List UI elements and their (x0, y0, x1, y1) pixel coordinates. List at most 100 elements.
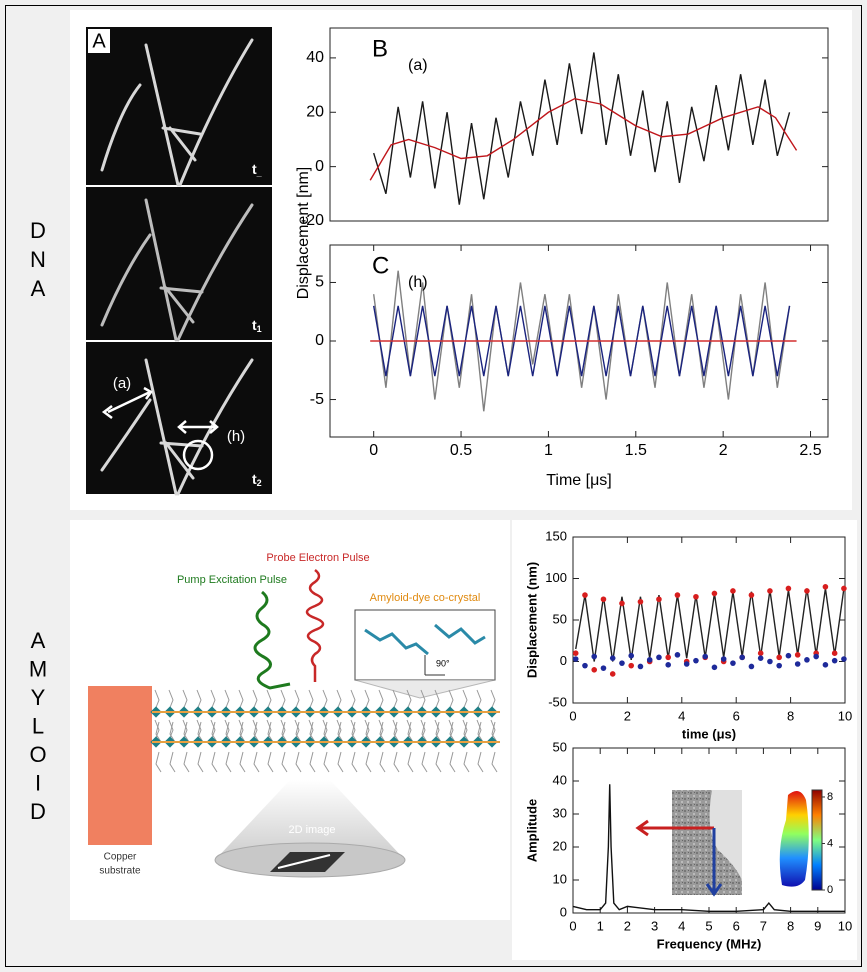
point (610, 671, 616, 677)
x-axis-label: Time [μs] (546, 472, 612, 489)
point (739, 655, 745, 661)
point (638, 664, 644, 670)
point (610, 655, 616, 661)
point (665, 662, 671, 668)
point (721, 656, 727, 662)
y-tick-label: 0 (560, 904, 567, 919)
point (841, 656, 847, 662)
y-axis-label: Displacement [nm] (295, 167, 312, 300)
point (823, 584, 829, 590)
side-label: Y (31, 685, 46, 710)
probe-label: Probe Electron Pulse (266, 552, 369, 564)
point (786, 653, 792, 659)
panel-letter: B (372, 35, 388, 62)
point (730, 588, 736, 594)
y-tick-label: 10 (553, 871, 567, 886)
panel-letter: C (372, 252, 389, 279)
figure: DNAAMYLOIDAt_t1t2(a)(h)Probe Electron Pu… (0, 0, 867, 972)
pump-label: Pump Excitation Pulse (177, 574, 287, 586)
point (601, 596, 607, 602)
annotation: (a) (113, 375, 131, 392)
point (795, 652, 801, 658)
x-tick-label: 0 (369, 442, 378, 459)
y-tick-label: 150 (545, 528, 567, 543)
x-tick-label: 2 (624, 708, 631, 723)
side-label: O (29, 742, 46, 767)
point (628, 663, 634, 669)
point (767, 659, 773, 665)
point (804, 657, 810, 663)
image-label: 2D image (288, 824, 335, 836)
panel-letter: A (92, 30, 106, 52)
point (702, 654, 708, 660)
x-tick-label: 8 (787, 708, 794, 723)
micrographs (86, 27, 272, 494)
y-tick-label: -5 (310, 391, 324, 408)
point (730, 660, 736, 666)
x-tick-label: 5 (705, 918, 712, 933)
y-tick-label: 5 (315, 274, 324, 291)
point (573, 650, 579, 656)
point (712, 665, 718, 671)
point (665, 655, 671, 661)
x-tick-label: 2 (719, 442, 728, 459)
x-tick-label: 10 (838, 918, 852, 933)
point (832, 650, 838, 656)
time-sub: _ (256, 168, 263, 178)
x-tick-label: 6 (733, 708, 740, 723)
y-axis-label: Displacement (nm) (524, 562, 539, 678)
x-tick-label: 2 (624, 918, 631, 933)
point (776, 663, 782, 669)
point (832, 658, 838, 664)
point (841, 586, 847, 592)
y-tick-label: 50 (553, 611, 567, 626)
point (693, 594, 699, 600)
x-tick-label: 0 (569, 918, 576, 933)
point (767, 588, 773, 594)
x-tick-label: 8 (787, 918, 794, 933)
substrate-label: Copper (104, 852, 137, 863)
x-axis-label: time (μs) (682, 726, 736, 741)
y-tick-label: 20 (306, 103, 324, 120)
y-tick-label: 40 (306, 49, 324, 66)
x-tick-label: 6 (733, 918, 740, 933)
point (591, 667, 597, 673)
x-tick-label: 2.5 (799, 442, 821, 459)
y-tick-label: 100 (545, 570, 567, 585)
point (758, 655, 764, 661)
point (693, 658, 699, 664)
time-sub: 1 (257, 324, 262, 334)
point (712, 591, 718, 597)
x-tick-label: 9 (814, 918, 821, 933)
point (647, 657, 653, 663)
side-label: D (30, 799, 46, 824)
x-tick-label: 0 (569, 708, 576, 723)
point (601, 665, 607, 671)
point (804, 588, 810, 594)
side-label: D (30, 218, 46, 243)
time-sub: 2 (257, 478, 262, 488)
annotation: (h) (227, 428, 245, 445)
x-tick-label: 10 (838, 708, 852, 723)
side-label: I (35, 770, 41, 795)
x-tick-label: 1 (544, 442, 553, 459)
x-tick-label: 0.5 (450, 442, 472, 459)
side-label: M (29, 656, 47, 681)
angle-label: 90° (436, 658, 450, 668)
point (758, 650, 764, 656)
colorbar-tick-label: 0 (827, 884, 833, 896)
y-tick-label: -50 (548, 694, 567, 709)
point (656, 655, 662, 661)
x-axis-label: Frequency (MHz) (657, 936, 762, 951)
y-tick-label: 20 (553, 838, 567, 853)
point (749, 664, 755, 670)
point (684, 661, 690, 667)
x-tick-label: 3 (651, 918, 658, 933)
point (582, 663, 588, 669)
x-tick-label: 1.5 (625, 442, 647, 459)
point (776, 655, 782, 661)
side-label: A (31, 276, 46, 301)
colorbar-tick-label: 8 (827, 791, 833, 803)
point (582, 592, 588, 598)
x-tick-label: 7 (760, 918, 767, 933)
